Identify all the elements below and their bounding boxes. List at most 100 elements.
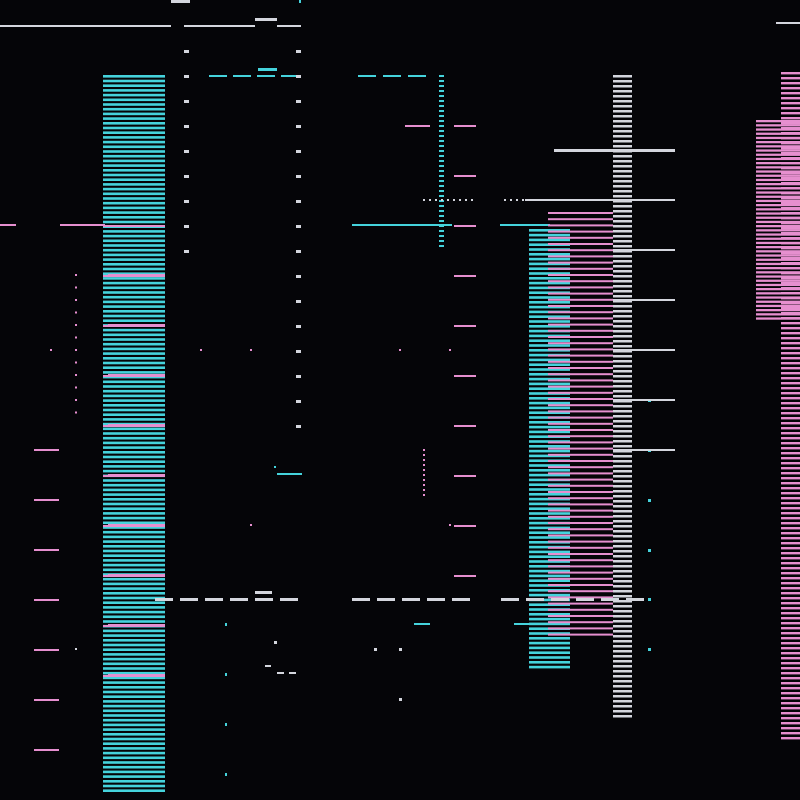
stripe-8 (103, 79, 165, 83)
stripe-33 (103, 197, 165, 200)
stripe-734 (781, 257, 800, 260)
stripe-748 (781, 327, 800, 330)
stripe-802 (781, 597, 800, 600)
stripe-588 (613, 475, 632, 478)
stripe-704 (781, 107, 800, 110)
stripe-566 (613, 365, 632, 368)
stripe-53 (103, 291, 165, 294)
stripe-206 (184, 150, 189, 153)
stripe-347 (529, 229, 570, 232)
stripe-224 (296, 375, 301, 378)
stripe-287 (439, 135, 444, 137)
stripe-288 (439, 140, 444, 142)
stripe-154 (103, 765, 165, 769)
stripe-612 (613, 595, 632, 598)
stripe-544 (613, 255, 632, 258)
stripe-502 (548, 602, 613, 605)
stripe-222 (296, 325, 301, 328)
stripe-639 (613, 299, 675, 301)
stripe-460 (548, 342, 613, 345)
stripe-275 (439, 75, 444, 77)
stripe-613 (613, 600, 632, 603)
stripe-825 (781, 712, 800, 715)
stripe-57 (103, 310, 165, 313)
stripe-183 (75, 299, 77, 301)
stripe-367 (529, 325, 570, 328)
stripe-821 (781, 692, 800, 695)
stripe-584 (613, 455, 632, 458)
stripe-690 (756, 292, 800, 295)
stripe-200 (34, 749, 59, 751)
stripe-791 (781, 542, 800, 545)
stripe-308 (439, 240, 444, 242)
stripe-573 (613, 400, 632, 403)
stripe-309 (439, 245, 444, 247)
stripe-794 (781, 557, 800, 560)
stripe-353 (529, 257, 570, 261)
stripe-600 (613, 535, 632, 538)
stripe-521 (613, 140, 632, 143)
stripe-507 (548, 633, 613, 636)
stripe-779 (781, 482, 800, 485)
stripe-550 (613, 285, 632, 288)
stripe-539 (613, 230, 632, 233)
stripe-806 (781, 617, 800, 620)
stripe-143 (103, 714, 165, 717)
stripe-819 (781, 682, 800, 685)
stripe-501 (548, 596, 613, 599)
stripe-696 (756, 317, 800, 320)
stripe-406 (529, 512, 570, 515)
stripe-137 (103, 686, 165, 689)
stripe-635 (613, 710, 632, 713)
stripe-268 (277, 672, 284, 674)
stripe-316 (454, 425, 476, 427)
stripe-280 (439, 100, 444, 102)
stripe-438 (529, 665, 570, 669)
stripe-754 (781, 357, 800, 360)
stripe-710 (781, 137, 800, 140)
stripe-411 (529, 536, 570, 539)
stripe-616 (613, 615, 632, 618)
stripe-398 (529, 473, 570, 477)
stripe-709 (781, 132, 800, 135)
stripe-552 (613, 295, 632, 298)
stripe-129 (103, 648, 165, 651)
stripe-622 (613, 645, 632, 648)
stripe-175 (108, 524, 165, 526)
stripe-786 (781, 517, 800, 520)
stripe-433 (529, 641, 570, 645)
stripe-184 (75, 311, 77, 314)
stripe-215 (296, 150, 301, 153)
stripe-304 (439, 220, 444, 222)
stripe-346 (500, 224, 550, 226)
stripe-325 (423, 469, 425, 471)
stripe-484 (548, 491, 613, 493)
stripe-337 (459, 199, 461, 201)
stripe-230 (257, 75, 275, 77)
stripe-590 (613, 485, 632, 488)
stripe-739 (781, 282, 800, 285)
stripe-761 (781, 392, 800, 395)
stripe-649 (756, 120, 800, 123)
stripe-36 (103, 211, 165, 214)
stripe-101 (103, 516, 165, 520)
stripe-609 (613, 580, 632, 583)
stripe-603 (613, 550, 632, 553)
stripe-343 (522, 199, 524, 201)
stripe-744 (781, 307, 800, 310)
stripe-571 (613, 390, 632, 393)
stripe-5 (776, 22, 800, 24)
stripe-42 (103, 239, 165, 243)
stripe-816 (781, 667, 800, 670)
stripe-75 (103, 394, 165, 398)
stripe-103 (103, 526, 165, 529)
stripe-524 (613, 155, 632, 158)
stripe-682 (756, 258, 800, 261)
stripe-532 (613, 195, 632, 198)
stripe-378 (529, 377, 570, 381)
stripe-446 (548, 255, 613, 258)
stripe-652 (756, 132, 800, 135)
stripe-18 (103, 126, 165, 130)
stripe-20 (103, 136, 165, 139)
stripe-409 (529, 526, 570, 530)
